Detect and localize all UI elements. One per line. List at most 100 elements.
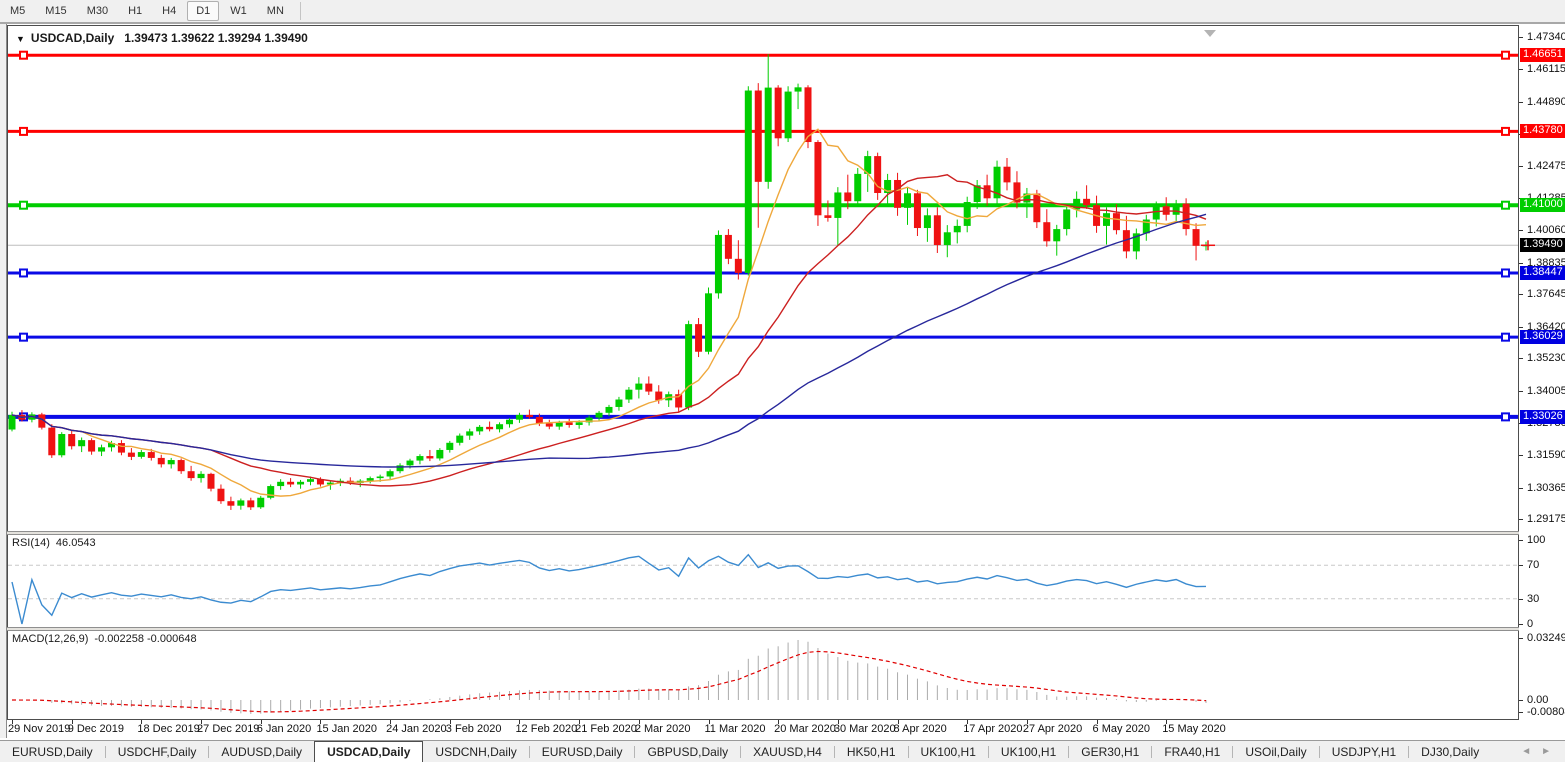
- time-axis-label: 18 Dec 2019: [137, 723, 200, 735]
- chart-tab-hk50-h1[interactable]: HK50,H1: [846, 744, 896, 759]
- timeframe-button-mn[interactable]: MN: [266, 5, 284, 17]
- chart-tab-uk100-h1[interactable]: UK100,H1: [1000, 744, 1057, 759]
- price-axis-label: 1.40060: [1527, 224, 1565, 237]
- candle-body: [267, 486, 275, 498]
- symbol-dropdown-icon[interactable]: ▼: [16, 34, 25, 44]
- timeframe-button-d1[interactable]: D1: [187, 1, 220, 21]
- timeframe-button-w1[interactable]: W1: [230, 5, 247, 17]
- candle-body: [386, 471, 394, 477]
- price-axis-tick: [1519, 540, 1523, 541]
- candlesticks: [8, 54, 1210, 510]
- price-axis-tick: [1519, 390, 1523, 392]
- candle-body: [515, 414, 523, 420]
- candle-body: [894, 179, 902, 208]
- candle-body: [1112, 213, 1120, 231]
- time-axis-tick: [71, 720, 73, 724]
- hline-right-handle[interactable]: [1501, 268, 1510, 278]
- timeframe-button-m15[interactable]: M15: [45, 5, 67, 17]
- candle-body: [625, 389, 633, 400]
- chart-tab-usdchf-daily[interactable]: USDCHF,Daily: [117, 744, 197, 759]
- horizontal-level-lines: [8, 50, 1518, 422]
- chart-tab-dj30-daily[interactable]: DJ30,Daily: [1421, 744, 1480, 759]
- candle-body: [744, 90, 752, 273]
- rsi-label: RSI(14) 46.0543: [12, 537, 96, 549]
- time-axis[interactable]: 29 Nov 2019 9 Dec 2019 18 Dec 2019 27 Dec 2…: [7, 720, 1519, 739]
- rsi-axis-label: 0: [1527, 618, 1534, 630]
- candle-body: [525, 414, 533, 418]
- chart-shift-marker[interactable]: [1204, 30, 1216, 37]
- price-badge-1.33026: 1.33026: [1520, 409, 1565, 424]
- candle-body: [655, 391, 663, 401]
- timeframe-button-h4[interactable]: H4: [162, 5, 177, 17]
- hline-right-handle[interactable]: [1501, 200, 1510, 210]
- candle-body: [1182, 203, 1190, 230]
- price-axis-tick: [1519, 326, 1523, 328]
- tab-scroll-controls: ◄ ►: [1507, 741, 1565, 762]
- chart-tab-fra40-h1[interactable]: FRA40,H1: [1164, 744, 1221, 759]
- candle-body: [834, 192, 842, 218]
- hline-left-handle[interactable]: [19, 268, 28, 278]
- tab-separator: [104, 745, 106, 758]
- tab-scroll-left-icon[interactable]: ◄: [1521, 746, 1532, 757]
- panel-splitter-rsi[interactable]: [7, 531, 1519, 535]
- candle-body: [794, 87, 802, 92]
- moving-average-8: [11, 128, 1207, 497]
- chart-tab-uk100-h1[interactable]: UK100,H1: [920, 744, 976, 759]
- moving-average-55: [11, 213, 1207, 468]
- candle-body: [784, 91, 792, 139]
- hline-left-handle[interactable]: [19, 126, 28, 136]
- time-axis-tick: [260, 720, 262, 724]
- hline-right-handle[interactable]: [1501, 412, 1510, 422]
- chart-tab-audusd-daily[interactable]: AUDUSD,Daily: [221, 744, 303, 759]
- timeframe-button-m30[interactable]: M30: [86, 5, 109, 17]
- candle-body: [844, 192, 852, 202]
- hline-right-handle[interactable]: [1501, 126, 1510, 136]
- time-axis-label: 20 Mar 2020: [774, 723, 836, 735]
- time-axis-label: 11 Mar 2020: [704, 723, 766, 735]
- hline-right-handle[interactable]: [1501, 332, 1510, 342]
- time-axis-label: 8 Apr 2020: [893, 723, 947, 735]
- hline-left-handle[interactable]: [19, 332, 28, 342]
- chart-tab-gbpusd-daily[interactable]: GBPUSD,Daily: [647, 744, 729, 759]
- price-axis[interactable]: 1.473401.461151.448901.436651.424751.412…: [1519, 25, 1565, 720]
- candle-body: [217, 488, 225, 502]
- tab-separator: [833, 745, 835, 758]
- hline-right-handle[interactable]: [1501, 50, 1510, 60]
- chart-tab-usdcad-daily[interactable]: USDCAD,Daily: [314, 741, 424, 762]
- time-axis-label: 3 Feb 2020: [445, 723, 502, 735]
- price-axis-tick: [1519, 712, 1523, 713]
- candle-body: [376, 476, 384, 479]
- candle-body: [635, 383, 643, 390]
- time-axis-label: 27 Dec 2019: [197, 723, 260, 735]
- candle-body: [396, 465, 404, 472]
- candle-body: [406, 460, 414, 466]
- rsi-value: 46.0543: [55, 537, 96, 549]
- chart-tab-usdjpy-h1[interactable]: USDJPY,H1: [1331, 744, 1397, 759]
- price-axis-tick: [1519, 638, 1523, 639]
- tab-scroll-right-icon[interactable]: ►: [1541, 746, 1551, 757]
- candle-body: [426, 456, 434, 459]
- time-axis-tick: [967, 720, 969, 724]
- chart-tab-usdcnh-daily[interactable]: USDCNH,Daily: [435, 744, 517, 759]
- candle-body: [734, 258, 742, 273]
- candle-body: [297, 481, 305, 485]
- chart-tab-ger30-h1[interactable]: GER30,H1: [1081, 744, 1140, 759]
- time-axis-label: 12 Feb 2020: [515, 723, 578, 735]
- time-axis-label: 15 May 2020: [1162, 723, 1226, 735]
- chart-tab-xauusd-h4[interactable]: XAUUSD,H4: [753, 744, 822, 759]
- chart-tab-usoil-daily[interactable]: USOil,Daily: [1245, 744, 1307, 759]
- timeframe-button-m5[interactable]: M5: [10, 5, 26, 17]
- candle-body: [58, 434, 66, 456]
- hline-left-handle[interactable]: [19, 50, 28, 60]
- chart-tab-eurusd-daily[interactable]: EURUSD,Daily: [12, 744, 93, 759]
- timeframe-button-h1[interactable]: H1: [128, 5, 143, 17]
- chart-tab-eurusd-daily[interactable]: EURUSD,Daily: [541, 744, 623, 759]
- candle-body: [416, 456, 424, 461]
- candle-body: [287, 481, 295, 485]
- panel-splitter-macd[interactable]: [7, 627, 1519, 631]
- candle-body: [555, 422, 563, 427]
- candle-body: [575, 422, 583, 426]
- hline-left-handle[interactable]: [19, 200, 28, 210]
- rsi-name: RSI(14): [12, 537, 50, 549]
